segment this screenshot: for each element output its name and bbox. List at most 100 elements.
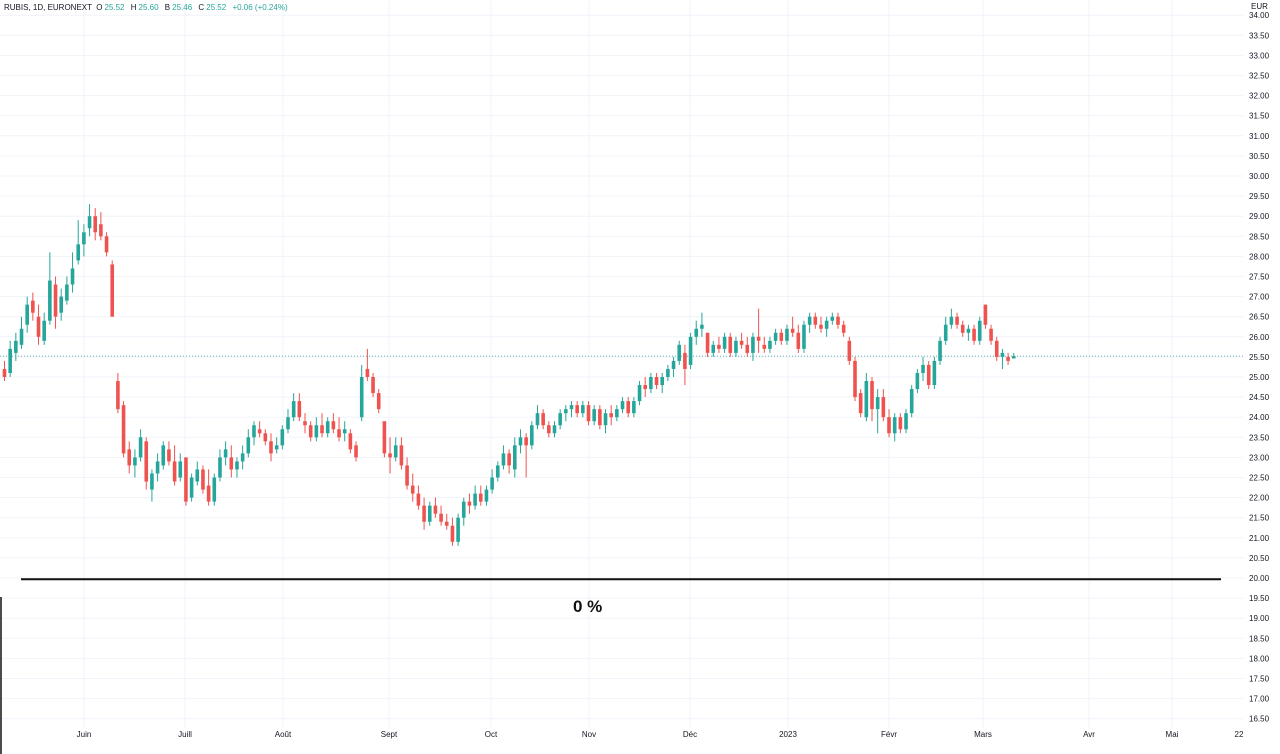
candle [586, 401, 591, 426]
candle-body [235, 461, 239, 470]
candle-body [683, 352, 687, 369]
candle-body [518, 437, 523, 446]
candle [348, 429, 353, 454]
candle-body [365, 368, 370, 377]
candle-body [705, 332, 710, 353]
candle [427, 501, 432, 526]
price-tick-label: 32.50 [1249, 72, 1270, 81]
candle-body [524, 437, 528, 446]
candle [813, 312, 818, 329]
candle-body [257, 429, 262, 434]
price-tick-label: 19.00 [1249, 614, 1270, 623]
candle-body [887, 417, 891, 434]
candle [473, 485, 477, 510]
time-axis[interactable]: Juin Juill Août Sept Oct Nov Déc 2023 Févr Mars Av… [77, 730, 1244, 739]
price-tick-label: 23.00 [1249, 453, 1270, 462]
candle-body [382, 421, 387, 454]
price-tick-label: 23.50 [1249, 433, 1270, 442]
candle-body [660, 377, 665, 386]
candle [717, 336, 721, 353]
candle-body [478, 493, 483, 502]
candle [269, 433, 273, 462]
candle-body [881, 397, 886, 418]
price-tick-label: 28.00 [1249, 252, 1270, 261]
candle-body [388, 453, 392, 458]
candle [189, 473, 194, 502]
candle [677, 340, 682, 365]
candle [779, 328, 784, 345]
candle-series [2, 204, 1016, 546]
candle [802, 320, 806, 353]
candle-body [552, 425, 557, 434]
candle [955, 312, 959, 329]
candle [376, 389, 381, 414]
candle [700, 312, 704, 337]
candle-body [138, 437, 143, 458]
candle-body [218, 457, 222, 478]
candle-body [99, 224, 103, 237]
candle-body [461, 501, 466, 518]
candle-body [875, 397, 880, 410]
candle-body [320, 425, 324, 434]
candle-body [688, 336, 693, 365]
candle [184, 457, 188, 506]
candle [25, 296, 29, 333]
candle [518, 429, 523, 454]
candle [575, 401, 579, 418]
candle-body [76, 244, 81, 261]
candle-body [25, 304, 29, 325]
candle [127, 441, 132, 474]
candle [161, 441, 166, 470]
price-tick-label: 18.00 [1249, 654, 1270, 663]
candle-body [263, 433, 268, 442]
open-value: O 25.52 [96, 3, 125, 12]
candle [728, 332, 733, 357]
chart-grid [0, 0, 1243, 728]
candle-body [405, 465, 409, 486]
candle-body [904, 413, 908, 430]
symbol-name: RUBIS, 1D, EURONEXT [4, 3, 93, 12]
candle-body [354, 445, 358, 458]
candle-body [858, 393, 863, 414]
candle [478, 485, 483, 506]
candle-body [240, 453, 245, 462]
candle [841, 320, 846, 337]
candle [104, 232, 109, 257]
candle [461, 497, 466, 526]
candle [858, 389, 863, 418]
candle [507, 449, 511, 474]
candle [569, 401, 574, 418]
price-axis[interactable]: 16.50 17.00 17.50 18.00 18.50 19.00 19.50 20.00… [1249, 11, 1270, 724]
candle [904, 409, 908, 434]
candle [864, 372, 869, 422]
price-tick-label: 21.50 [1249, 514, 1270, 523]
candle [229, 445, 234, 478]
candle [257, 421, 262, 438]
candle [705, 332, 710, 357]
candle [365, 348, 370, 382]
candle [501, 445, 506, 470]
time-tick-label: Sept [381, 730, 398, 739]
candle-body [53, 284, 58, 317]
candle [983, 304, 988, 329]
candle-body [342, 429, 347, 434]
candle [450, 517, 455, 546]
candle-body [393, 445, 398, 458]
candle-body [2, 368, 7, 377]
candle-body [490, 477, 494, 490]
candle-body [915, 372, 920, 390]
candle [898, 413, 903, 434]
candle-body [399, 445, 404, 466]
candle [660, 372, 665, 394]
price-tick-label: 19.50 [1249, 594, 1270, 603]
candle-body [751, 336, 755, 353]
price-tick-label: 34.00 [1249, 11, 1270, 20]
price-tick-label: 22.00 [1249, 494, 1270, 503]
candle [405, 457, 409, 490]
candle-body [870, 381, 874, 410]
candle-body [700, 324, 704, 329]
candle [286, 409, 290, 434]
candle-body [331, 421, 336, 430]
candle [342, 421, 347, 442]
